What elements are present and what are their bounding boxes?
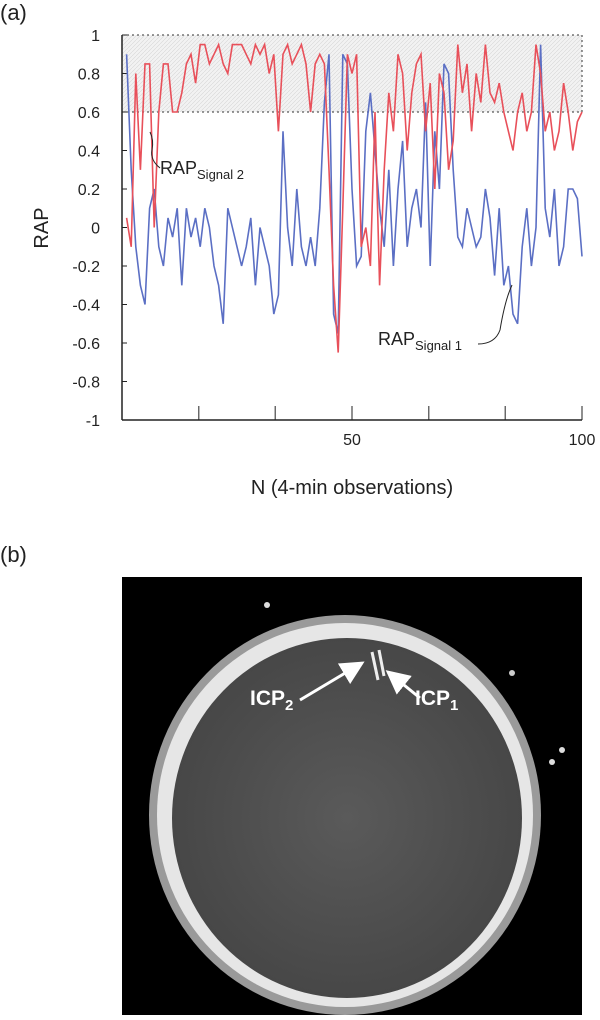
y-tick-label: 0.2 — [78, 182, 100, 199]
image-label: ICP2 — [250, 687, 293, 714]
annotation-subscript: Signal 1 — [415, 338, 462, 353]
label-subscript: 1 — [450, 697, 458, 714]
annotation-text: RAP — [160, 158, 197, 178]
annotation-leader — [149, 131, 161, 169]
x-axis-label: N (4-min observations) — [251, 477, 453, 499]
y-tick-label: 0.6 — [78, 105, 100, 122]
y-tick-label: 1 — [91, 28, 100, 45]
y-tick-label: -0.6 — [72, 336, 100, 353]
series-line — [125, 41, 583, 353]
image-label: ICP1 — [415, 687, 458, 714]
y-tick-label: -0.8 — [72, 375, 100, 392]
annotation: RAPSignal 2 — [160, 158, 244, 182]
annotation-leader — [477, 284, 513, 345]
y-tick-label: 0 — [91, 221, 100, 238]
y-axis-label: RAP — [31, 207, 53, 248]
panel-label: (a) — [0, 0, 27, 25]
panel-label: (b) — [0, 542, 27, 567]
x-tick-label: 50 — [343, 432, 361, 449]
annotation-text: RAP — [378, 329, 415, 349]
label-text: ICP — [415, 687, 450, 710]
annotation: RAPSignal 1 — [378, 329, 462, 353]
x-tick-label: 100 — [569, 432, 596, 449]
ct-image — [122, 577, 582, 1015]
y-tick-label: -1 — [86, 413, 100, 430]
y-tick-label: -0.4 — [72, 298, 100, 315]
label-text: ICP — [250, 687, 285, 710]
label-subscript: 2 — [285, 697, 293, 714]
y-tick-label: 0.8 — [78, 67, 100, 84]
y-tick-label: 0.4 — [78, 144, 100, 161]
series-line — [125, 44, 583, 334]
y-tick-label: -0.2 — [72, 259, 100, 276]
image-labels: ICP2 ICP1 — [250, 687, 458, 714]
annotation-subscript: Signal 2 — [197, 167, 244, 182]
